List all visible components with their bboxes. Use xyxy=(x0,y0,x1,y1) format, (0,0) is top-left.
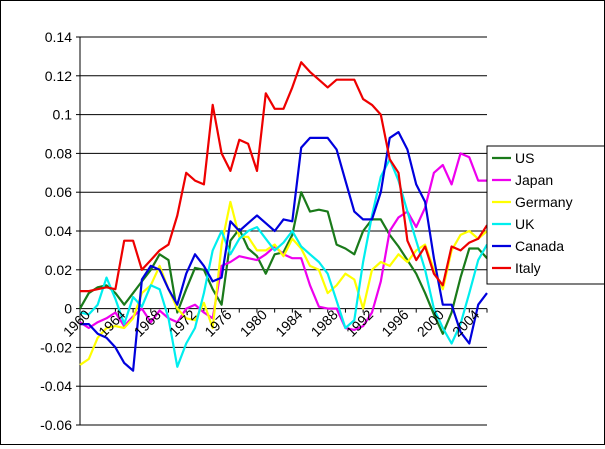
legend-box xyxy=(486,145,605,285)
series-line-canada xyxy=(80,131,488,372)
y-tick-label: -0.04 xyxy=(40,378,72,394)
legend-label: Germany xyxy=(515,194,573,210)
x-tick-label: 1996 xyxy=(378,306,411,339)
axes xyxy=(76,36,488,426)
y-tick-label: 0.1 xyxy=(53,107,73,123)
y-tick-label: 0.14 xyxy=(45,29,72,45)
legend-label: Canada xyxy=(515,238,564,254)
series-line-uk xyxy=(79,158,488,368)
x-tick-labels: 1960 1964 1968 1972 1976 1980 1984 1988 1992 1996… xyxy=(60,306,483,339)
x-tick-label: 1972 xyxy=(166,306,199,339)
legend-label: Italy xyxy=(515,260,541,276)
series-line-us xyxy=(79,191,488,335)
y-tick-label: 0.02 xyxy=(45,262,72,278)
legend-label: Japan xyxy=(515,172,553,188)
gridlines xyxy=(80,36,487,426)
y-tick-label: -0.02 xyxy=(40,339,72,355)
legend: US Japan Germany UK Canada Italy xyxy=(486,145,605,285)
y-tick-label: 0.08 xyxy=(45,145,72,161)
series-lines xyxy=(79,61,488,372)
y-tick-label: 0 xyxy=(64,301,72,317)
x-tick-label: 1980 xyxy=(237,306,270,339)
y-tick-label: 0.12 xyxy=(45,68,72,84)
y-tick-labels: 0.14 0.12 0.1 0.08 0.06 0.04 0.02 0 -0.02 -0.04 -0… xyxy=(40,29,72,433)
x-tick-label: 1988 xyxy=(308,306,341,339)
legend-label: US xyxy=(515,150,534,166)
x-tick-label: 1984 xyxy=(272,306,305,339)
y-tick-label: 0.04 xyxy=(45,223,72,239)
x-tick-label: 2000 xyxy=(414,306,447,339)
y-tick-label: -0.06 xyxy=(40,417,72,433)
series-line-italy xyxy=(80,61,488,293)
legend-label: UK xyxy=(515,216,535,232)
y-tick-label: 0.06 xyxy=(45,184,72,200)
